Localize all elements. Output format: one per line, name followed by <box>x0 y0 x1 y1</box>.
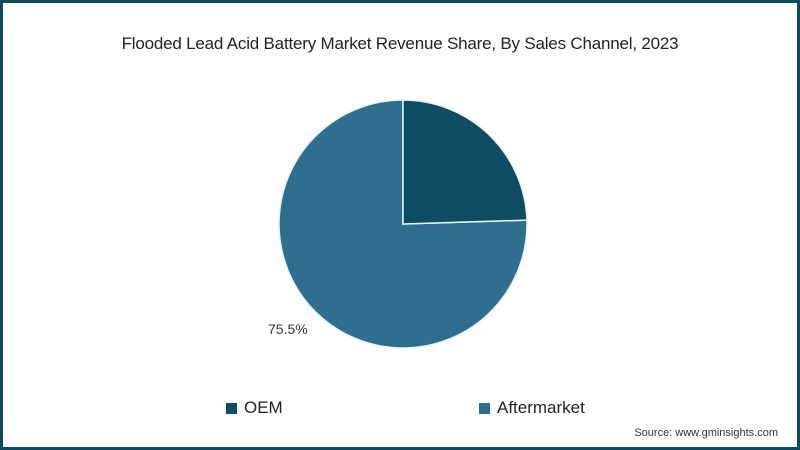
legend-swatch-aftermarket-icon <box>479 402 490 414</box>
legend-label-aftermarket: Aftermarket <box>497 398 585 417</box>
aftermarket-data-label: 75.5% <box>268 321 308 337</box>
pie-slice-oem <box>402 99 528 225</box>
source-note: Source: www.gminsights.com <box>634 427 778 439</box>
legend-item-aftermarket: Aftermarket <box>479 398 585 418</box>
legend-swatch-oem-icon <box>226 402 237 414</box>
legend-label-oem: OEM <box>244 398 283 417</box>
chart-title: Flooded Lead Acid Battery Market Revenue… <box>121 34 679 53</box>
legend-item-oem: OEM <box>226 398 283 418</box>
